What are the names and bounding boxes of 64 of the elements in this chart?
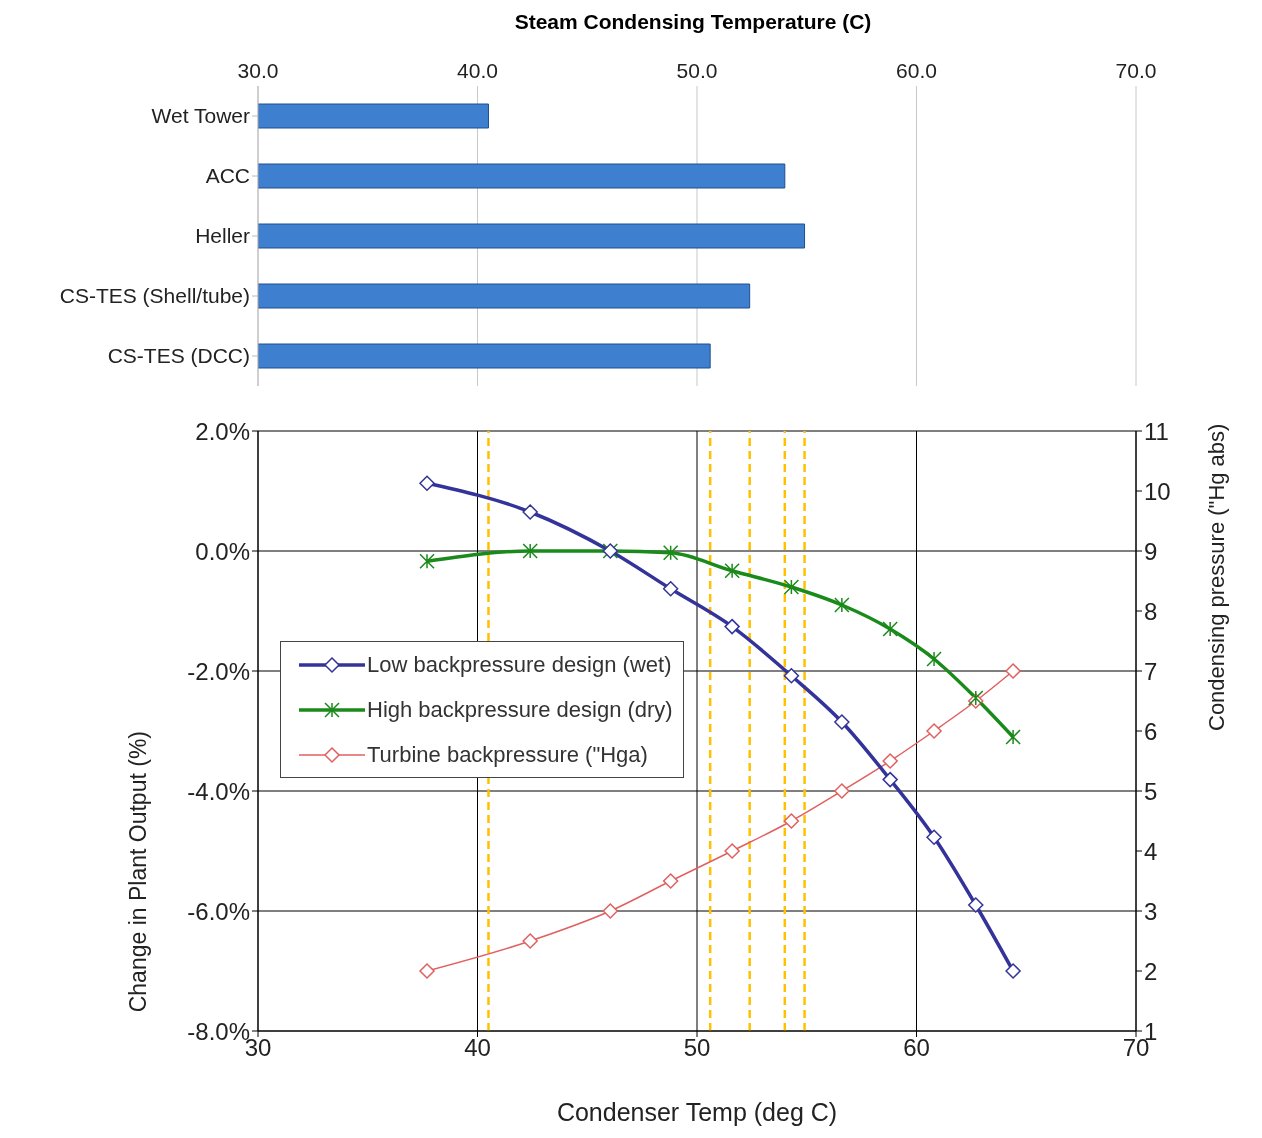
y-tick-label: -6.0% <box>187 897 250 925</box>
point <box>783 813 800 829</box>
y2-tick-label: 7 <box>1144 657 1158 685</box>
point <box>662 581 679 597</box>
point <box>882 753 898 769</box>
y2-tick-label: 8 <box>1144 597 1158 625</box>
point <box>926 723 942 739</box>
y2-tick-label: 9 <box>1144 537 1158 565</box>
y-tick-label: CS-TES (DCC) <box>107 344 250 368</box>
y-tick-label: -2.0% <box>187 657 250 685</box>
point <box>724 843 740 859</box>
point <box>602 903 619 919</box>
legend-label: Low backpressure design (wet) <box>367 651 672 678</box>
y-tick-label: ACC <box>205 164 250 188</box>
y-axis-title: Change in Plant Output (%) <box>125 731 152 1013</box>
point <box>968 897 984 913</box>
y2-tick-label: 11 <box>1144 417 1169 445</box>
x-tick-label: 50.0 <box>676 59 718 82</box>
x-axis-title: Condenser Temp (deg C) <box>556 1098 838 1126</box>
y-tick-label: CS-TES (Shell/tube) <box>59 284 250 308</box>
y-tick-label: -4.0% <box>187 777 250 805</box>
point <box>522 504 538 520</box>
x-tick-label: 50 <box>683 1034 711 1062</box>
y2-tick-label: 4 <box>1144 837 1158 865</box>
x-tick-label: 60.0 <box>896 59 937 82</box>
x-tick-label: 70.0 <box>1115 59 1157 82</box>
y-tick-label: 2.0% <box>195 417 250 445</box>
point <box>834 597 850 613</box>
legend-label: High backpressure design (dry) <box>367 696 673 723</box>
point <box>1005 963 1021 979</box>
point <box>419 553 435 569</box>
point <box>1005 729 1021 745</box>
point <box>783 668 800 684</box>
point <box>834 783 850 799</box>
point <box>926 829 942 845</box>
point <box>926 651 942 667</box>
y-tick-label: Heller <box>195 224 250 248</box>
y2-tick-label: 3 <box>1144 897 1158 925</box>
point <box>724 618 740 635</box>
x-axis-title: Steam Condensing Temperature (C) <box>513 9 873 35</box>
point <box>522 543 538 559</box>
y2-tick-label: 6 <box>1144 717 1158 745</box>
x-tick-label: 40.0 <box>457 59 498 82</box>
y-tick-label: Wet Tower <box>151 104 250 128</box>
point <box>882 771 898 788</box>
point <box>882 621 898 637</box>
x-tick-label: 60 <box>903 1034 930 1062</box>
point <box>662 873 679 889</box>
point <box>419 475 435 491</box>
point <box>1005 663 1021 679</box>
y2-tick-label: 5 <box>1144 777 1158 805</box>
y2-axis-title: Condensing pressure ("Hg abs) <box>1203 423 1229 731</box>
y2-tick-label: 2 <box>1144 957 1158 985</box>
point <box>783 579 800 595</box>
y-tick-label: 0.0% <box>195 537 250 565</box>
point <box>522 933 538 949</box>
legend-label: Turbine backpressure ("Hga) <box>367 741 648 768</box>
point <box>724 563 740 579</box>
x-tick-label: 40 <box>464 1034 491 1062</box>
x-tick-label: 30.0 <box>237 59 279 82</box>
point <box>662 545 679 561</box>
point <box>834 714 850 730</box>
y2-tick-label: 10 <box>1144 477 1171 505</box>
point <box>419 963 435 979</box>
